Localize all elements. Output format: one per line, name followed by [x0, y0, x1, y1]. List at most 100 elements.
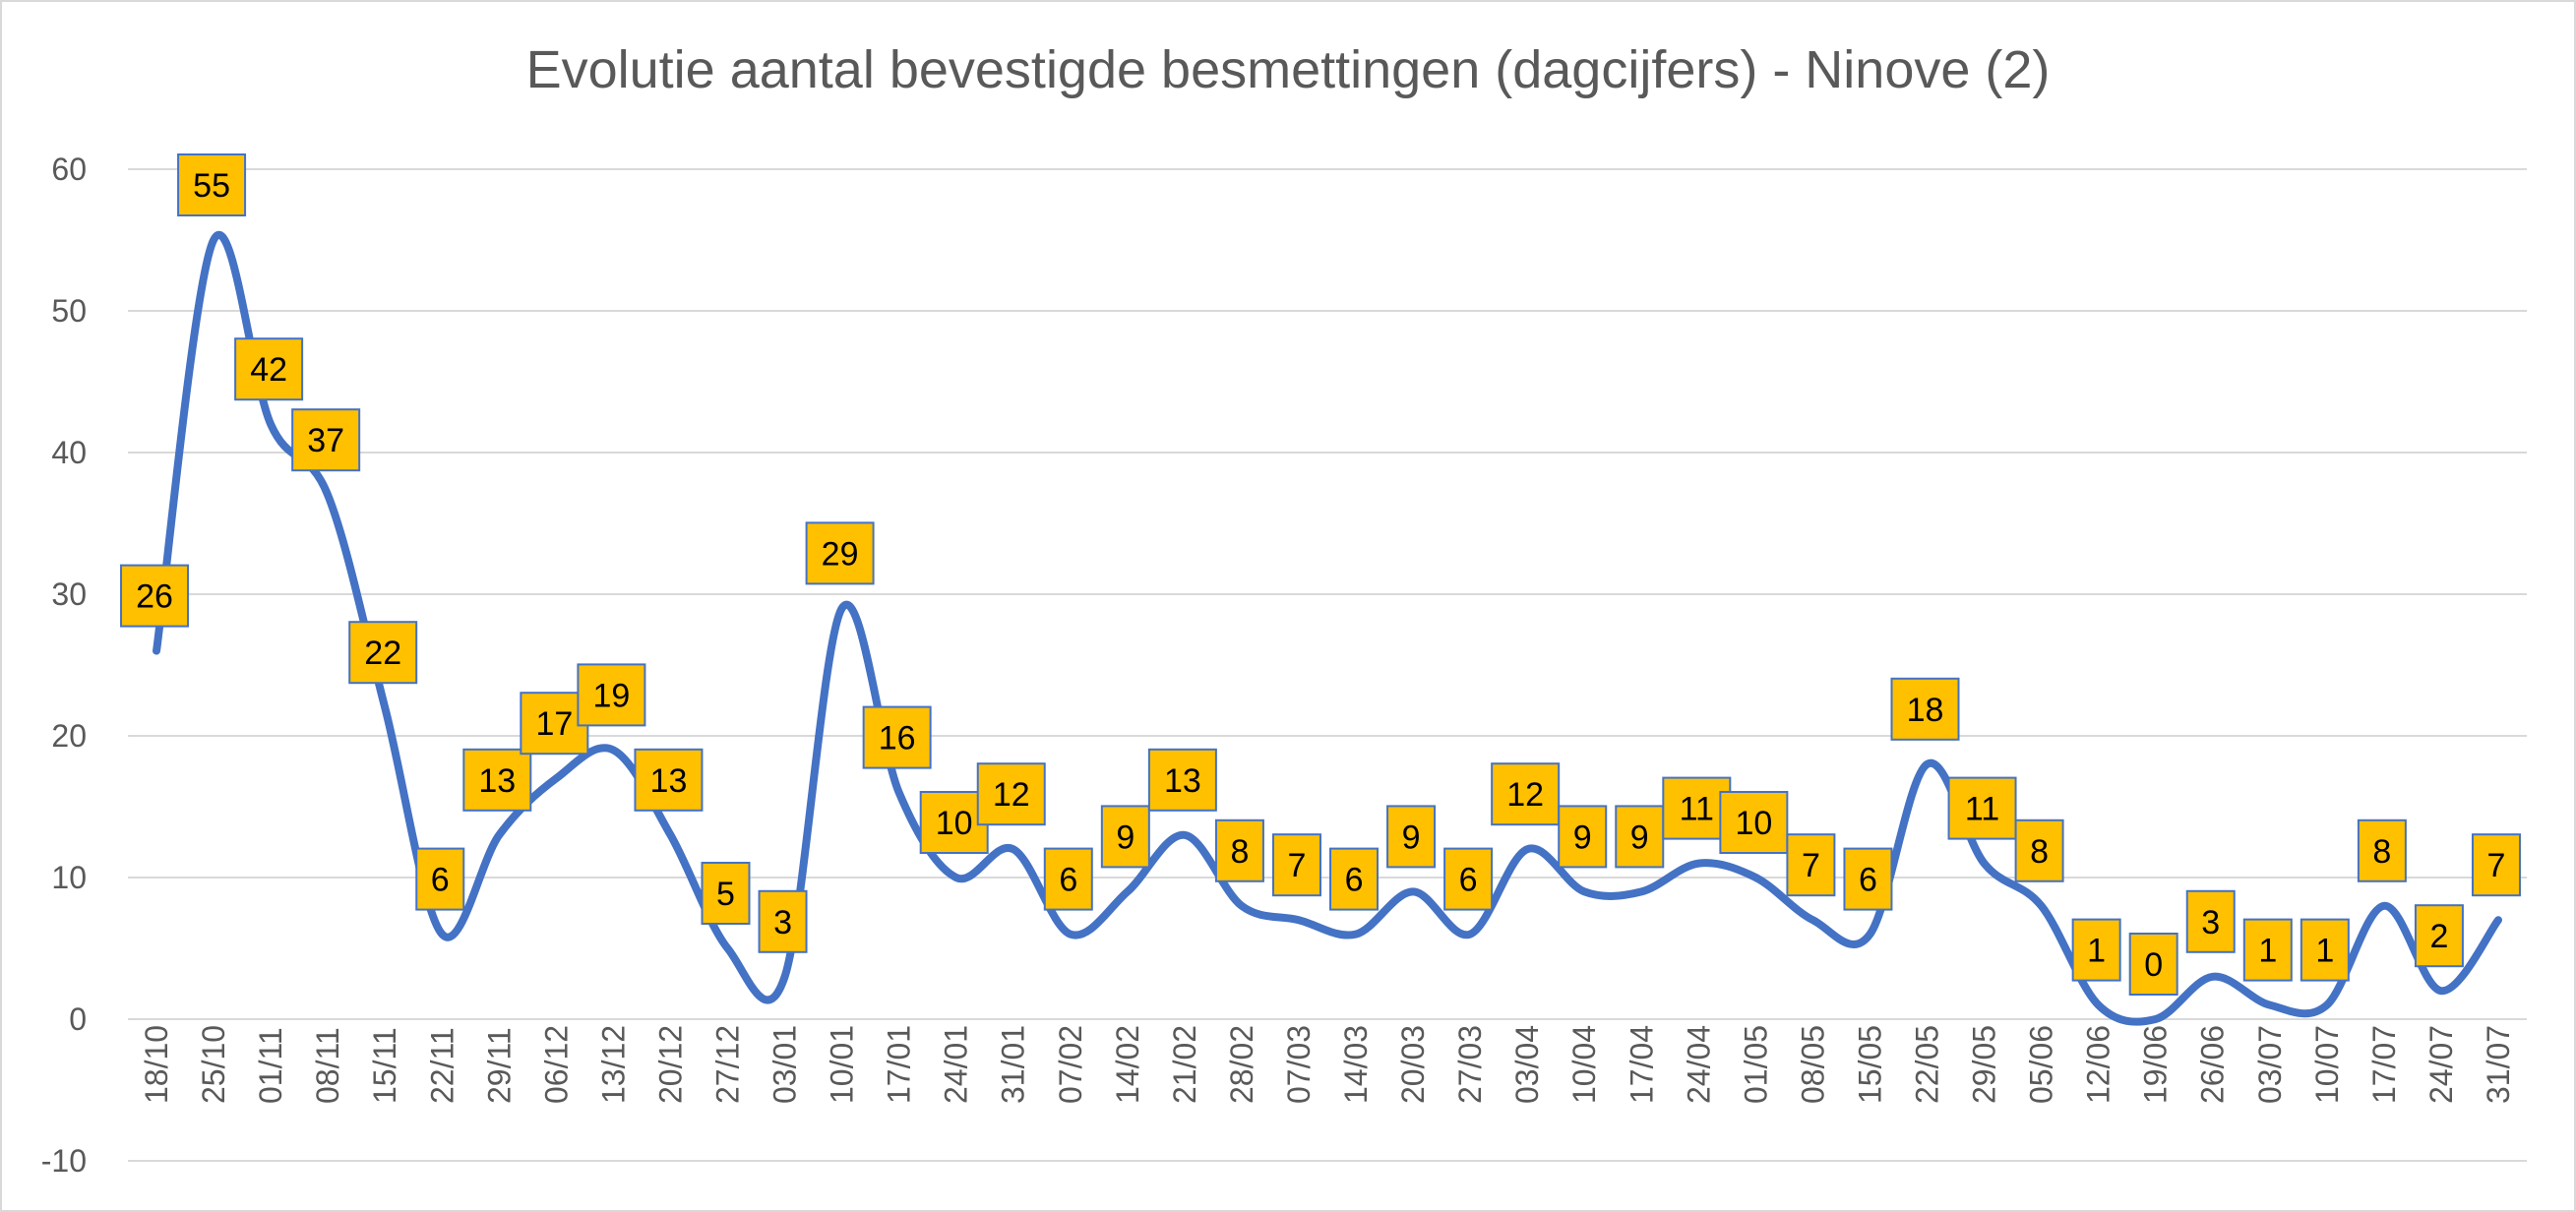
- x-tick-label: 26/06: [2195, 1025, 2231, 1104]
- data-label-box: [2071, 918, 2121, 982]
- data-label: 2: [2414, 904, 2464, 968]
- data-label-value: 42: [250, 351, 287, 389]
- data-label-value: 3: [773, 904, 792, 941]
- x-tick-label: 14/02: [1110, 1025, 1145, 1104]
- data-label-value: 9: [1573, 818, 1592, 856]
- data-label-value: 55: [193, 167, 230, 205]
- x-tick-label: 19/06: [2138, 1025, 2174, 1104]
- data-label-value: 1: [2315, 933, 2334, 970]
- x-tick-label: 27/12: [710, 1025, 746, 1104]
- data-label-box: [862, 705, 932, 769]
- data-label: 29: [805, 521, 875, 585]
- data-label: 0: [2128, 933, 2178, 996]
- data-label-box: [1843, 847, 1893, 911]
- data-label: 9: [1558, 805, 1608, 869]
- x-tick-label: 10/01: [825, 1025, 860, 1104]
- data-label: 5: [701, 862, 751, 925]
- data-label: 10: [919, 791, 989, 854]
- data-label-value: 12: [993, 776, 1030, 814]
- data-label-value: 9: [1116, 818, 1135, 856]
- data-label: 8: [2014, 818, 2064, 882]
- data-label-value: 2: [2429, 918, 2448, 955]
- data-label: 3: [2185, 889, 2236, 953]
- data-label-value: 11: [1680, 791, 1714, 828]
- data-label: 22: [348, 621, 418, 685]
- data-label-value: 5: [716, 876, 735, 913]
- data-label: 7: [2471, 833, 2521, 897]
- x-tick-label: 25/10: [196, 1025, 231, 1104]
- data-label-value: 29: [822, 535, 859, 573]
- data-label-value: 11: [1965, 791, 1999, 828]
- data-label-value: 1: [2258, 933, 2277, 970]
- x-tick-label: 31/01: [996, 1025, 1031, 1104]
- data-label: 6: [1843, 847, 1893, 911]
- data-label-box: [805, 521, 875, 585]
- data-label-value: 7: [1288, 847, 1307, 884]
- data-label: 3: [758, 889, 808, 953]
- data-label: 13: [462, 748, 532, 812]
- y-tick-label: -10: [41, 1143, 87, 1179]
- data-label-box: [2185, 889, 2236, 953]
- y-tick-label: 60: [51, 152, 87, 187]
- x-tick-label: 03/04: [1509, 1025, 1545, 1104]
- data-label: 16: [862, 705, 932, 769]
- data-label-box: [2471, 833, 2521, 897]
- data-label-value: 22: [364, 635, 401, 672]
- data-label-value: 8: [2030, 833, 2049, 871]
- data-label-box: [1719, 791, 1789, 854]
- series-line: [153, 231, 2502, 1026]
- data-label: 11: [1947, 776, 2017, 840]
- data-label: 9: [1615, 805, 1665, 869]
- data-label-box: [2014, 818, 2064, 882]
- data-label-value: 19: [592, 677, 630, 714]
- y-tick-label: 0: [69, 1001, 87, 1037]
- x-axis-ticks: 18/10 25/10 01/11 08/11 15/11 22/11 29/11 06/12…: [139, 1025, 2516, 1104]
- x-tick-label: 28/02: [1224, 1025, 1259, 1104]
- x-tick-label: 29/05: [1967, 1025, 2002, 1104]
- y-tick-label: 30: [51, 576, 87, 612]
- data-label-value: 17: [535, 705, 573, 743]
- x-tick-label: 08/11: [310, 1027, 345, 1104]
- data-label-box: [1786, 833, 1836, 897]
- data-label: 13: [1147, 748, 1217, 812]
- data-label-value: 10: [936, 805, 973, 842]
- data-label-box: [1947, 776, 2017, 840]
- data-label-value: 0: [2144, 946, 2163, 984]
- data-label-box: [1890, 677, 1960, 741]
- data-label-box: [2128, 933, 2178, 996]
- y-tick-label: 10: [51, 860, 87, 895]
- data-label-value: 9: [1402, 818, 1421, 856]
- data-label-value: 18: [1907, 692, 1944, 729]
- data-label-value: 6: [1459, 862, 1478, 899]
- data-label-value: 9: [1630, 818, 1649, 856]
- x-tick-label: 20/12: [652, 1025, 688, 1104]
- data-label-box: [2357, 818, 2407, 882]
- data-label-value: 6: [431, 862, 450, 899]
- data-label-box: [291, 408, 361, 472]
- data-label: 1: [2071, 918, 2121, 982]
- data-label-value: 6: [1859, 862, 1877, 899]
- x-tick-label: 08/05: [1795, 1025, 1830, 1104]
- x-tick-label: 21/02: [1167, 1025, 1202, 1104]
- x-tick-label: 22/05: [1910, 1025, 1945, 1104]
- data-label-box: [634, 748, 704, 812]
- y-tick-label: 20: [51, 718, 87, 754]
- data-label-box: [1491, 762, 1561, 826]
- data-label: 55: [177, 153, 247, 216]
- data-label: 17: [520, 692, 589, 756]
- data-label: 8: [1214, 818, 1264, 882]
- x-tick-label: 07/02: [1053, 1025, 1088, 1104]
- data-label-box: [348, 621, 418, 685]
- data-label: 7: [1271, 833, 1321, 897]
- data-label-box: [1386, 805, 1437, 869]
- x-tick-label: 05/06: [2024, 1025, 2059, 1104]
- x-tick-label: 18/10: [139, 1025, 174, 1104]
- data-label-value: 12: [1506, 776, 1544, 814]
- data-label-box: [2300, 918, 2350, 982]
- data-label-box: [1443, 847, 1494, 911]
- data-label: 37: [291, 408, 361, 472]
- series-line-group: [153, 231, 2502, 1026]
- data-label: 9: [1386, 805, 1437, 869]
- x-tick-label: 29/11: [481, 1027, 517, 1104]
